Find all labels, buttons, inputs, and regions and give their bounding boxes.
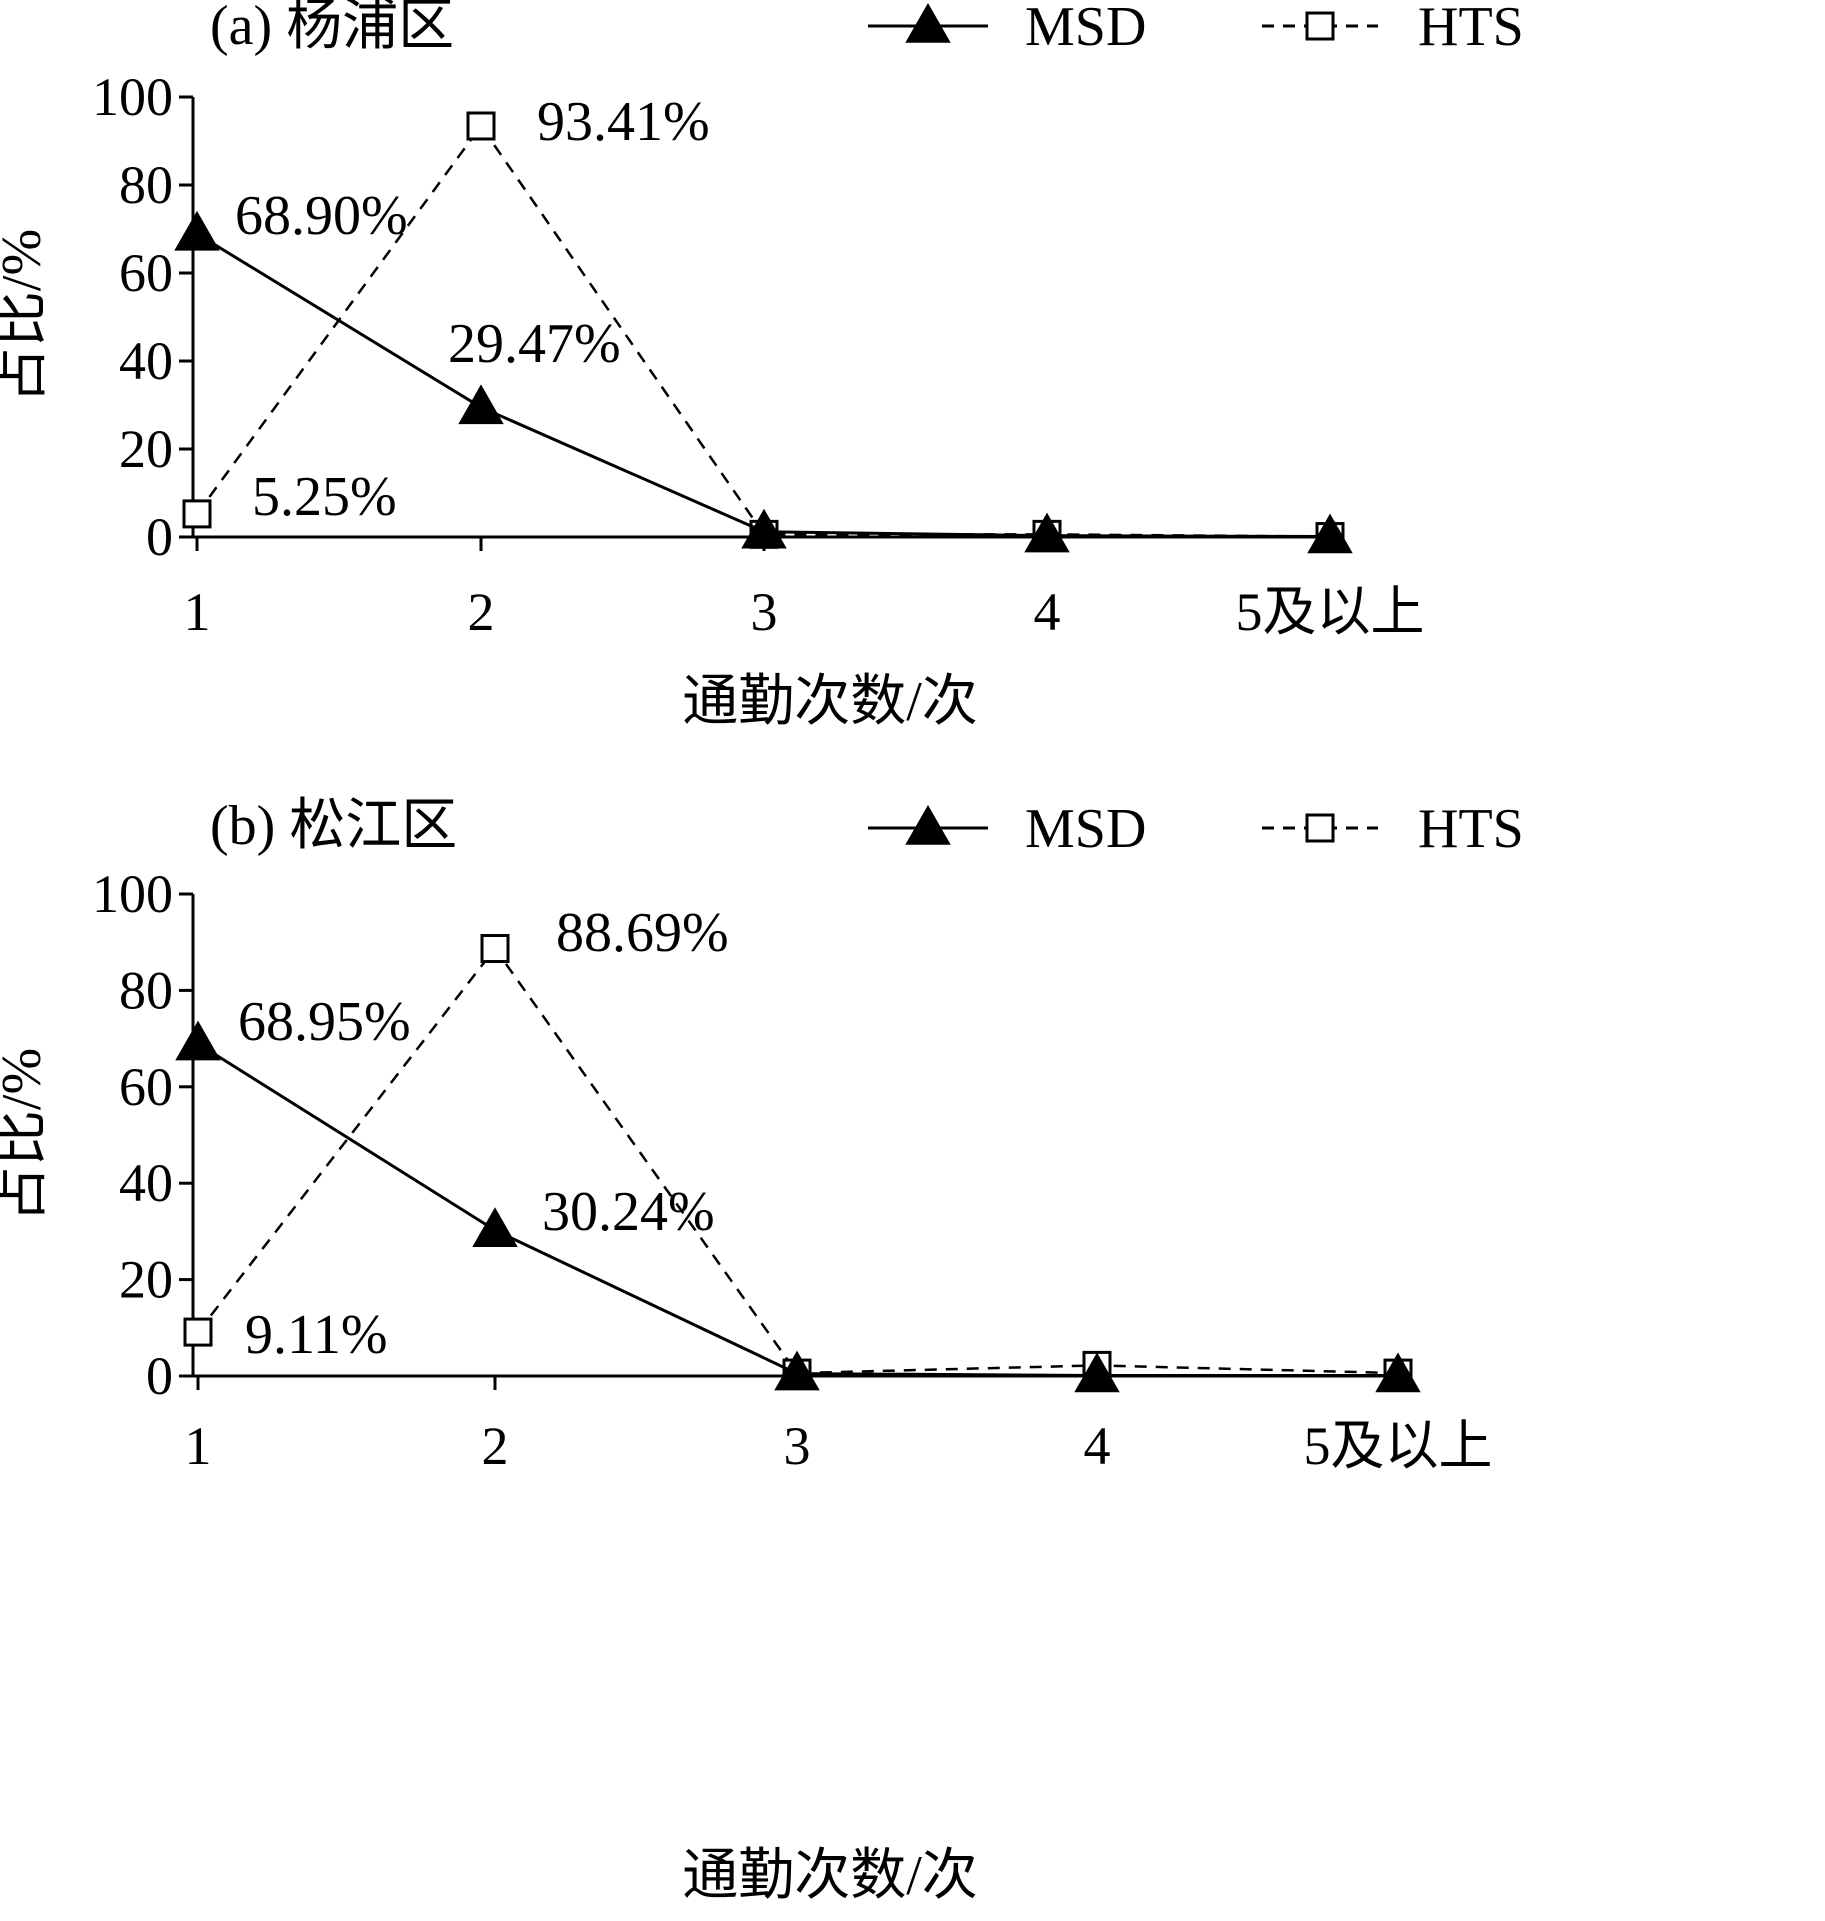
data-label-hts: 9.11%: [245, 1304, 388, 1366]
data-label-msd: 29.47%: [448, 313, 621, 375]
x-tick-label: 3: [784, 1416, 811, 1476]
y-tick-label: 20: [119, 419, 173, 479]
data-label-msd: 68.90%: [235, 185, 408, 247]
series-msd-point: [1307, 513, 1353, 554]
legend-hts-label: HTS: [1418, 0, 1524, 58]
series-msd-point: [458, 384, 504, 425]
x-tick-label: 1: [184, 582, 211, 642]
y-tick-label: 80: [119, 960, 173, 1020]
y-tick-label: 100: [92, 864, 173, 924]
y-axis-label: 占比/%: [0, 229, 53, 403]
x-axis-label: 通勤次数/次: [682, 671, 978, 733]
legend-msd-label: MSD: [1025, 0, 1146, 58]
series-hts-point: [183, 1317, 213, 1347]
y-tick-label: 20: [119, 1250, 173, 1310]
x-tick-label: 4: [1084, 1416, 1111, 1476]
x-tick-label: 5及以上: [1236, 582, 1425, 642]
legend-hts-label: HTS: [1418, 798, 1524, 860]
y-tick-label: 60: [119, 243, 173, 303]
y-tick-label: 60: [119, 1057, 173, 1117]
series-msd-point: [174, 210, 220, 251]
x-tick-label: 4: [1034, 582, 1061, 642]
y-tick-label: 100: [92, 67, 173, 127]
chart-title: (a) 杨浦区: [210, 0, 454, 57]
data-label-hts: 5.25%: [252, 466, 397, 528]
legend-msd-marker: [905, 2, 951, 43]
x-tick-label: 2: [468, 582, 495, 642]
y-tick-label: 0: [146, 1346, 173, 1406]
series-msd-point: [774, 1350, 820, 1391]
x-tick-label: 3: [751, 582, 778, 642]
x-tick-label: 5及以上: [1304, 1416, 1493, 1476]
chart-title: (b) 松江区: [210, 795, 457, 857]
data-label-msd: 68.95%: [238, 991, 411, 1053]
series-hts-point: [466, 111, 496, 141]
y-axis-label: 占比/%: [0, 1048, 53, 1222]
series-hts-point: [480, 934, 510, 964]
series-msd-point: [1074, 1352, 1120, 1393]
series-hts-line: [197, 946, 1399, 1375]
legend: MSD HTS: [868, 0, 1524, 58]
y-tick-label: 40: [119, 331, 173, 391]
x-tick-label: 2: [482, 1416, 509, 1476]
series-msd-point: [472, 1207, 518, 1247]
y-tick-label: 40: [119, 1153, 173, 1213]
series-msd-point: [175, 1020, 221, 1061]
legend-msd-marker: [905, 804, 951, 845]
series-hts-point: [182, 499, 212, 529]
y-tick-label: 0: [146, 507, 173, 567]
legend-hts-marker: [1305, 813, 1335, 843]
data-label-hts: 93.41%: [537, 91, 710, 153]
legend: MSD HTS: [868, 798, 1524, 860]
legend-msd-label: MSD: [1025, 798, 1146, 860]
x-axis-label: 通勤次数/次: [682, 1845, 978, 1907]
x-tick-label: 1: [185, 1416, 212, 1476]
data-label-hts: 88.69%: [556, 902, 729, 964]
series-msd-point: [1024, 512, 1070, 553]
y-tick-label: 80: [119, 155, 173, 215]
series-msd-point: [741, 508, 787, 549]
data-label-msd: 30.24%: [542, 1181, 715, 1243]
series-msd-point: [1375, 1352, 1421, 1393]
legend-hts-marker: [1305, 11, 1335, 41]
